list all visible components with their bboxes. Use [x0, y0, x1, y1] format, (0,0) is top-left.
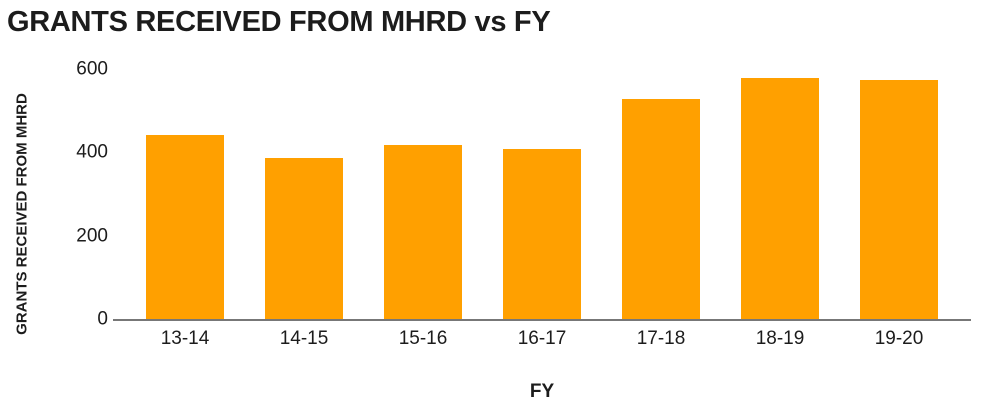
bar-17-18	[622, 99, 700, 320]
x-tick-label: 17-18	[636, 328, 686, 349]
bar-15-16	[384, 145, 462, 320]
y-tick-label: 200	[76, 225, 108, 247]
bar-14-15	[265, 157, 343, 320]
x-tick-label: 13-14	[160, 328, 210, 349]
bar-13-14	[146, 134, 224, 320]
x-tick-label: 16-17	[517, 328, 567, 349]
x-axis-tick-labels: 13-14 14-15 15-16 16-17 17-18 18-19 19-20	[113, 328, 971, 350]
y-tick-label: 600	[76, 58, 108, 80]
chart-title: GRANTS RECEIVED FROM MHRD vs FY	[7, 6, 551, 38]
x-tick-label: 18-19	[755, 328, 805, 349]
x-tick-label: 15-16	[398, 328, 448, 349]
x-tick-label: 14-15	[279, 328, 329, 349]
bar-18-19	[741, 78, 819, 320]
x-axis-line	[113, 319, 971, 321]
x-tick-label: 19-20	[874, 328, 924, 349]
bar-19-20	[860, 80, 938, 320]
plot-area	[113, 70, 971, 320]
y-tick-label: 0	[97, 308, 108, 330]
x-axis-title: FY	[529, 381, 555, 402]
y-tick-label: 400	[76, 141, 108, 163]
bar-16-17	[503, 149, 581, 320]
y-axis-title: GRANTS RECEIVED FROM MHRD	[13, 93, 31, 335]
